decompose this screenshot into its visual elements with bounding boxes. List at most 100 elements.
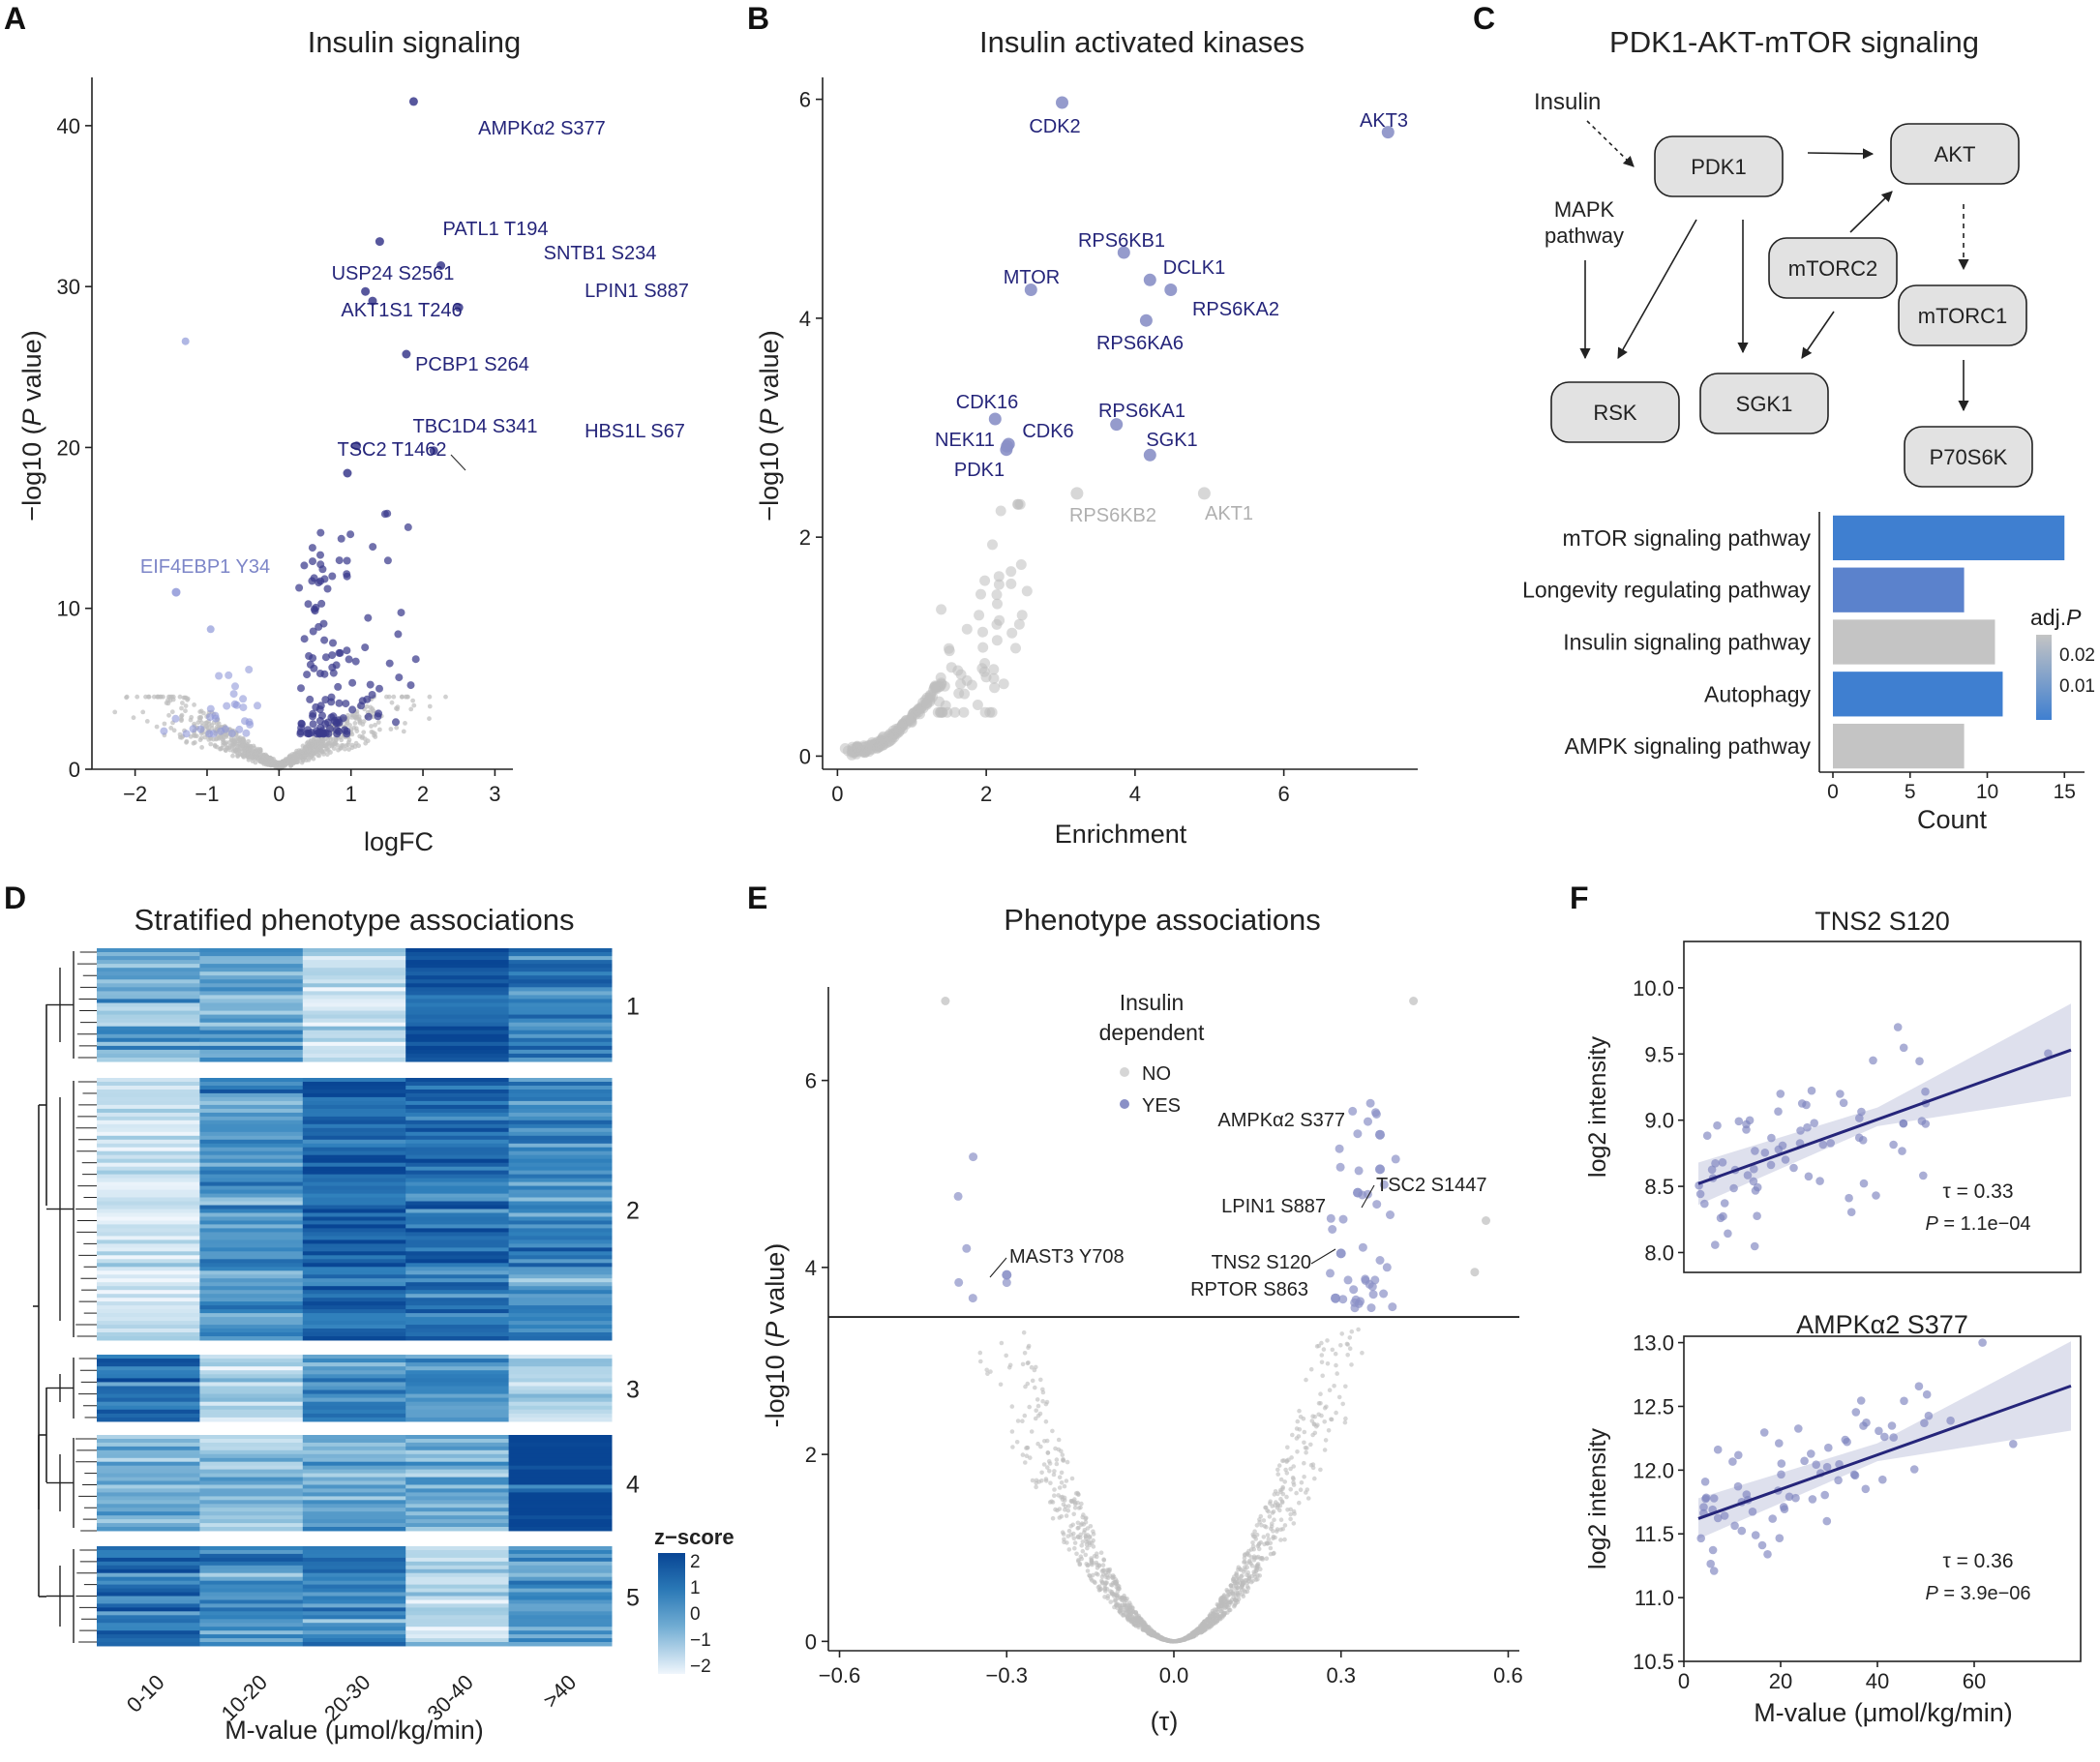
panel-c-x-tick-label: 0 (1827, 781, 1839, 803)
background-point (1062, 1495, 1067, 1501)
panel-e-x-label: (τ) (1151, 1707, 1179, 1736)
background-point (977, 626, 988, 638)
heatmap-cell (405, 1546, 510, 1551)
background-point (1035, 1403, 1041, 1409)
heatmap-cell (97, 1329, 200, 1333)
significant-down-point (227, 729, 236, 737)
heatmap-cell (199, 1174, 304, 1180)
heatmap-cell (405, 1401, 510, 1407)
background-point (1302, 1460, 1306, 1466)
heatmap-cell (97, 1568, 200, 1574)
background-point (1101, 1557, 1106, 1562)
background-point (1336, 1394, 1342, 1400)
heatmap-cell (508, 1488, 613, 1493)
background-point (257, 747, 263, 752)
background-point (1010, 642, 1021, 654)
heatmap-cell (199, 964, 304, 969)
heatmap-cell (405, 1086, 510, 1090)
heatmap-cell (405, 1523, 510, 1528)
heatmap-cell (302, 1185, 406, 1191)
heatmap-cell (405, 1378, 510, 1383)
background-point (1016, 610, 1028, 621)
heatmap-cell (302, 1642, 406, 1647)
background-point (264, 754, 270, 760)
significant-down-point (160, 727, 168, 735)
heatmap-cell (508, 1623, 613, 1628)
background-point (1043, 1419, 1049, 1424)
background-point (373, 722, 377, 728)
heatmap-cell (97, 1370, 200, 1375)
background-point (1074, 1551, 1079, 1557)
tns2-title: TNS2 S120 (1815, 907, 1950, 936)
heatmap-cell (199, 1382, 304, 1387)
background-point (1038, 1444, 1043, 1449)
bar-3 (1833, 672, 2003, 717)
background-point (1290, 1475, 1296, 1480)
insulin-dependent-point (1388, 1302, 1397, 1312)
significant-up-point (328, 572, 337, 581)
heatmap-cell (405, 1492, 510, 1497)
heatmap-cell (199, 1150, 304, 1156)
heatmap-cell (405, 1251, 510, 1256)
background-point (1315, 1422, 1320, 1427)
arrow-pdk1-rsk (1617, 219, 1697, 359)
background-point (185, 696, 191, 702)
tns2-data-point (1855, 1114, 1864, 1122)
background-point (195, 733, 199, 739)
heatmap-cell (508, 975, 613, 980)
background-point (1064, 1478, 1069, 1483)
background-point (1334, 1362, 1338, 1368)
heatmap-cell (302, 1053, 406, 1059)
background-point (992, 598, 1003, 610)
heatmap-cell (97, 1078, 200, 1083)
heatmap-cell (405, 991, 510, 996)
background-point (1068, 1524, 1073, 1529)
heatmap-cell (97, 1139, 200, 1145)
heatmap-cell (199, 1022, 304, 1028)
significant-up-point (335, 648, 344, 657)
background-point (1041, 1462, 1047, 1467)
ampk-data-point (1777, 1470, 1785, 1479)
background-point (1043, 1477, 1049, 1481)
heatmap-cell (405, 1010, 510, 1016)
background-point (331, 746, 337, 751)
background-point (1075, 1520, 1081, 1526)
labeled-point (408, 97, 418, 106)
background-point (1258, 1567, 1263, 1571)
background-point (949, 706, 961, 718)
tns2-data-point (1917, 1117, 1927, 1125)
tns2-data-point (1872, 1191, 1880, 1200)
heatmap-cell (508, 1465, 613, 1471)
tns2-y-tick-label: 9.0 (1644, 1109, 1674, 1133)
heatmap-cell (508, 1174, 613, 1180)
heatmap-cell (405, 1030, 510, 1035)
heatmap-cell (302, 1627, 406, 1631)
heatmap-cell (302, 1123, 406, 1129)
heatmap-cell (302, 1317, 406, 1322)
labeled-point (1164, 284, 1178, 296)
background-point (193, 740, 197, 745)
insulin-dependent-point (1358, 1242, 1367, 1252)
background-point (331, 741, 337, 747)
heatmap-cell (405, 975, 510, 980)
heatmap-cell (302, 1325, 406, 1329)
heatmap-cell (97, 1135, 200, 1141)
ampk-data-point (1807, 1449, 1815, 1458)
heatmap-cell (199, 1209, 304, 1213)
ampk-p-value-part-1: = 3.9e−06 (1938, 1583, 2031, 1604)
background-point (179, 712, 185, 718)
heatmap-cell (302, 1473, 406, 1478)
heatmap-cell (508, 1014, 613, 1020)
heatmap-cell (508, 995, 613, 1000)
heatmap-cell (97, 1336, 200, 1341)
heatmap-cell (508, 1305, 613, 1310)
background-point (1065, 1459, 1070, 1465)
background-point (1482, 1216, 1490, 1225)
labeled-point (1381, 126, 1395, 139)
background-point (1349, 1362, 1354, 1367)
significant-up-point (311, 607, 319, 615)
heatmap-cell (97, 952, 200, 957)
background-point (1057, 1485, 1063, 1490)
heatmap-cell (508, 1092, 613, 1098)
background-point (1034, 1484, 1038, 1490)
